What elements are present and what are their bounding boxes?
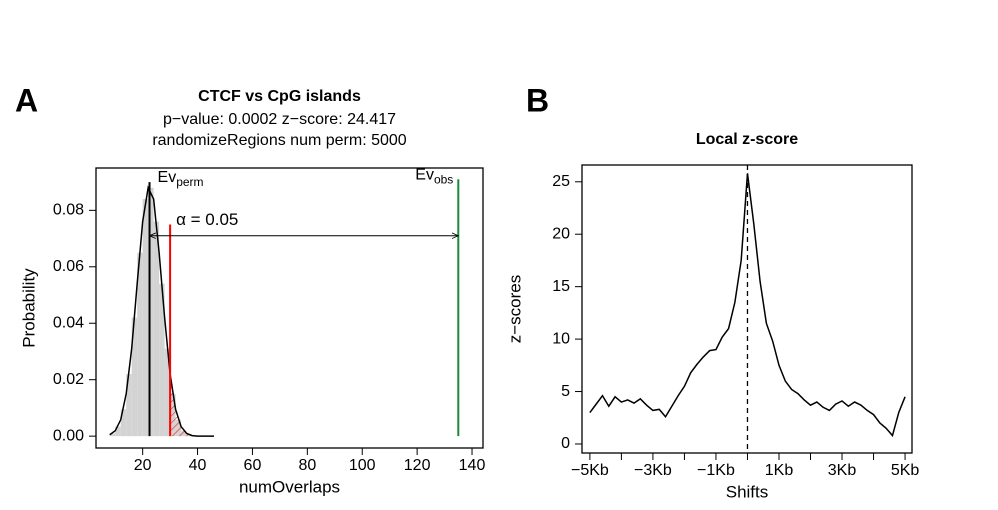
chart-title: Local z-score — [696, 131, 798, 148]
histogram-bar — [115, 426, 121, 437]
ev-perm-label-main: Ev — [158, 169, 177, 186]
y-axis-label: Probability — [19, 268, 38, 348]
hatched-tail — [170, 374, 215, 437]
ev-perm-label: Evperm — [158, 169, 204, 189]
alpha-label: α = 0.05 — [176, 210, 238, 229]
x-tick-label: 3Kb — [828, 462, 857, 479]
x-axis-label: Shifts — [726, 482, 769, 501]
x-tick-label: 120 — [404, 457, 431, 474]
ev-obs-label-sub: obs — [434, 172, 453, 186]
x-tick-label: −3Kb — [634, 462, 672, 479]
x-axis-label: numOverlaps — [239, 477, 340, 496]
x-tick-label: 80 — [298, 457, 316, 474]
y-axis-label: z−scores — [505, 275, 524, 344]
histogram-bar — [109, 433, 116, 437]
x-tick-label: 1Kb — [765, 462, 794, 479]
y-tick-label: 0.08 — [53, 202, 84, 219]
histogram-bar — [159, 283, 165, 437]
y-tick-label: 0.04 — [53, 314, 84, 331]
y-tick-label: 0.02 — [53, 371, 84, 388]
y-tick-label: 5 — [561, 383, 570, 400]
histogram-bar — [153, 221, 160, 437]
ev-obs-label-main: Ev — [415, 167, 434, 184]
histogram-bar — [164, 348, 171, 437]
z-score-line — [589, 173, 906, 438]
x-tick-label: 20 — [134, 457, 152, 474]
plot-frame — [95, 167, 484, 449]
histogram-bar — [137, 252, 143, 437]
x-tick-label: −1Kb — [697, 462, 735, 479]
y-tick-label: 20 — [552, 225, 570, 242]
chart-title: CTCF vs CpG islands — [198, 88, 361, 105]
histogram-bar — [142, 199, 149, 437]
x-tick-label: 100 — [349, 457, 376, 474]
y-tick-label: 0.00 — [53, 427, 84, 444]
x-tick-label: 60 — [244, 457, 262, 474]
density-curve — [109, 185, 215, 437]
x-tick-label: 5Kb — [891, 462, 920, 479]
y-tick-label: 0 — [561, 435, 570, 452]
chart-subtitle: p−value: 0.0002 z−score: 24.417 — [163, 111, 396, 128]
y-tick-label: 25 — [552, 173, 570, 190]
y-tick-label: 15 — [552, 278, 570, 295]
x-tick-label: −5Kb — [571, 462, 609, 479]
histogram-bar — [126, 374, 132, 437]
x-tick-label: 40 — [189, 457, 207, 474]
panel-label: A — [15, 82, 38, 118]
histogram-bar — [131, 317, 138, 437]
y-tick-label: 10 — [552, 330, 570, 347]
chart-subtitle: randomizeRegions num perm: 5000 — [152, 132, 406, 149]
y-tick-label: 0.06 — [53, 258, 84, 275]
ev-perm-label-sub: perm — [176, 175, 203, 189]
histogram-bar — [120, 409, 127, 437]
panel-label: B — [526, 82, 549, 118]
x-tick-label: 140 — [459, 457, 486, 474]
histogram-bar — [148, 187, 154, 437]
ev-obs-label: Evobs — [415, 167, 453, 187]
